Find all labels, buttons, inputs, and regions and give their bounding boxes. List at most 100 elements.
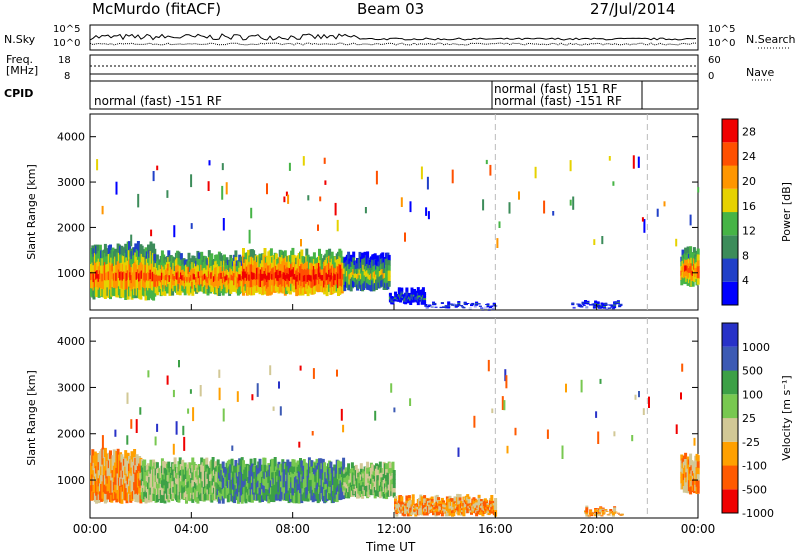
heatmap-cell <box>613 512 617 514</box>
heatmap-cell <box>409 500 413 504</box>
heatmap-cell <box>378 461 382 469</box>
heatmap-cell <box>211 457 215 465</box>
heatmap-cell <box>494 510 498 514</box>
power-panel: 1000 2000 3000 4000 Slant Range [km] <box>25 113 700 311</box>
scatter-point <box>190 174 193 188</box>
heatmap-cell <box>453 496 457 500</box>
heatmap-cell <box>128 241 131 251</box>
heatmap-cell <box>681 249 685 256</box>
colorbar-tick-label: 16 <box>742 200 756 213</box>
heatmap-cell <box>405 500 409 504</box>
heatmap-cell <box>594 303 598 306</box>
heatmap-cell <box>283 250 287 259</box>
heatmap-cell <box>424 305 428 307</box>
heatmap-cell <box>234 460 238 467</box>
heatmap-cell <box>611 513 615 515</box>
heatmap-cell <box>613 511 617 513</box>
heatmap-cell <box>155 254 159 262</box>
heatmap-cell <box>418 290 422 293</box>
heatmap-cell <box>596 303 600 305</box>
heatmap-cell <box>112 449 116 459</box>
heatmap-cell <box>603 307 606 309</box>
heatmap-cell <box>453 498 457 502</box>
heatmap-cell <box>109 244 112 255</box>
heatmap-cell <box>466 509 470 514</box>
heatmap-cell <box>426 306 430 308</box>
y-tick-label: 3000 <box>57 176 85 189</box>
scatter-point <box>496 238 499 248</box>
scatter-point <box>287 194 290 204</box>
data-band <box>90 447 143 504</box>
heatmap-cell <box>603 306 606 308</box>
heatmap-cell <box>490 306 494 307</box>
nsearch-label: N.Search <box>746 33 796 46</box>
heatmap-cell <box>239 256 243 263</box>
heatmap-cell <box>236 496 240 504</box>
scatter-point <box>487 359 490 372</box>
heatmap-cell <box>481 513 485 517</box>
heatmap-cell <box>221 289 225 296</box>
colorbar-tick-label: 20 <box>742 175 756 188</box>
heatmap-cell <box>448 495 452 500</box>
heatmap-cell <box>684 452 688 460</box>
heatmap-cell <box>387 270 391 277</box>
heatmap-cell <box>394 501 397 505</box>
scatter-point <box>656 208 659 217</box>
heatmap-cell <box>613 509 617 512</box>
heatmap-cell <box>486 306 490 308</box>
scatter-point <box>593 239 596 245</box>
heatmap-cell <box>480 499 484 502</box>
colorbar-cell <box>722 188 738 213</box>
colorbar-cell <box>722 346 738 371</box>
heatmap-cell <box>394 496 397 500</box>
nsearch-tick-low: 10^0 <box>708 38 736 49</box>
y-tick-label: 4000 <box>57 335 85 348</box>
heatmap-cell <box>471 304 475 306</box>
heatmap-cell <box>292 459 296 468</box>
scatter-point <box>681 363 684 372</box>
heatmap-cell <box>420 496 424 500</box>
heatmap-cell <box>402 514 406 517</box>
freq-label: Freq. <box>6 53 34 66</box>
scatter-point <box>552 211 555 216</box>
heatmap-cell <box>387 265 391 272</box>
scatter-point <box>631 435 634 442</box>
heatmap-cell <box>397 289 401 293</box>
heatmap-cell <box>400 496 404 500</box>
heatmap-cell <box>589 512 593 514</box>
heatmap-cell <box>359 463 363 470</box>
heatmap-cell <box>124 450 128 459</box>
colorbar-cell <box>722 394 738 419</box>
heatmap-cell <box>139 495 143 504</box>
heatmap-cell <box>343 285 347 292</box>
scatter-point <box>457 447 460 457</box>
cpid-segment-2: normal (fast) 151 RF <box>494 82 618 96</box>
heatmap-cell <box>440 497 444 502</box>
scatter-point <box>334 202 337 216</box>
heatmap-cell <box>388 468 392 475</box>
scatter-point <box>248 229 251 244</box>
heatmap-cell <box>608 307 612 308</box>
heatmap-cell <box>405 289 409 293</box>
heatmap-cell <box>603 306 606 308</box>
scatter-point <box>336 219 339 232</box>
heatmap-cell <box>438 500 442 503</box>
scatter-point <box>675 424 678 434</box>
heatmap-cell <box>428 305 432 307</box>
scatter-point <box>156 423 159 432</box>
heatmap-cell <box>600 306 604 309</box>
scatter-point <box>221 185 224 200</box>
heatmap-cell <box>494 504 498 508</box>
heatmap-cell <box>405 291 409 295</box>
heatmap-cell <box>477 494 481 499</box>
colorbar-tick-label: 8 <box>742 249 749 262</box>
heatmap-cell <box>344 467 348 473</box>
heatmap-cell <box>487 512 491 516</box>
scatter-point <box>166 375 169 385</box>
heatmap-cell <box>291 247 295 256</box>
freq-tick-low: 8 <box>64 71 71 82</box>
y-tick-label: 1000 <box>57 474 85 487</box>
colorbar-frame <box>721 118 739 306</box>
scatter-point <box>546 429 549 439</box>
heatmap-cell <box>437 497 441 501</box>
